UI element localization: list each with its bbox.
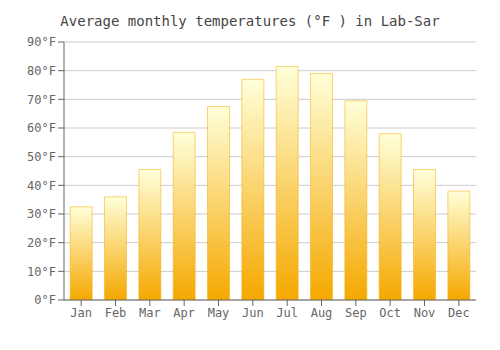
svg-text:Aug: Aug: [311, 306, 333, 320]
svg-text:60°F: 60°F: [27, 121, 56, 135]
svg-text:Jan: Jan: [70, 306, 92, 320]
svg-text:Mar: Mar: [139, 306, 161, 320]
svg-text:Feb: Feb: [105, 306, 127, 320]
svg-text:Sep: Sep: [345, 306, 367, 320]
svg-text:Oct: Oct: [379, 306, 401, 320]
svg-text:0°F: 0°F: [34, 293, 56, 307]
svg-text:30°F: 30°F: [27, 207, 56, 221]
svg-text:40°F: 40°F: [27, 179, 56, 193]
svg-text:90°F: 90°F: [27, 35, 56, 49]
html-text:Average monthly temperatures (: Average monthly temperatures (°F ) in La…: [60, 13, 440, 29]
svg-text:Dec: Dec: [448, 306, 470, 320]
svg-text:50°F: 50°F: [27, 150, 56, 164]
svg-text:Jun: Jun: [242, 306, 264, 320]
svg-text:May: May: [208, 306, 230, 320]
svg-text:Jul: Jul: [276, 306, 298, 320]
svg-text:10°F: 10°F: [27, 265, 56, 279]
svg-text:Apr: Apr: [173, 306, 195, 320]
svg-text:70°F: 70°F: [27, 93, 56, 107]
svg-text:20°F: 20°F: [27, 236, 56, 250]
svg-text:80°F: 80°F: [27, 64, 56, 78]
svg-text:Nov: Nov: [414, 306, 436, 320]
